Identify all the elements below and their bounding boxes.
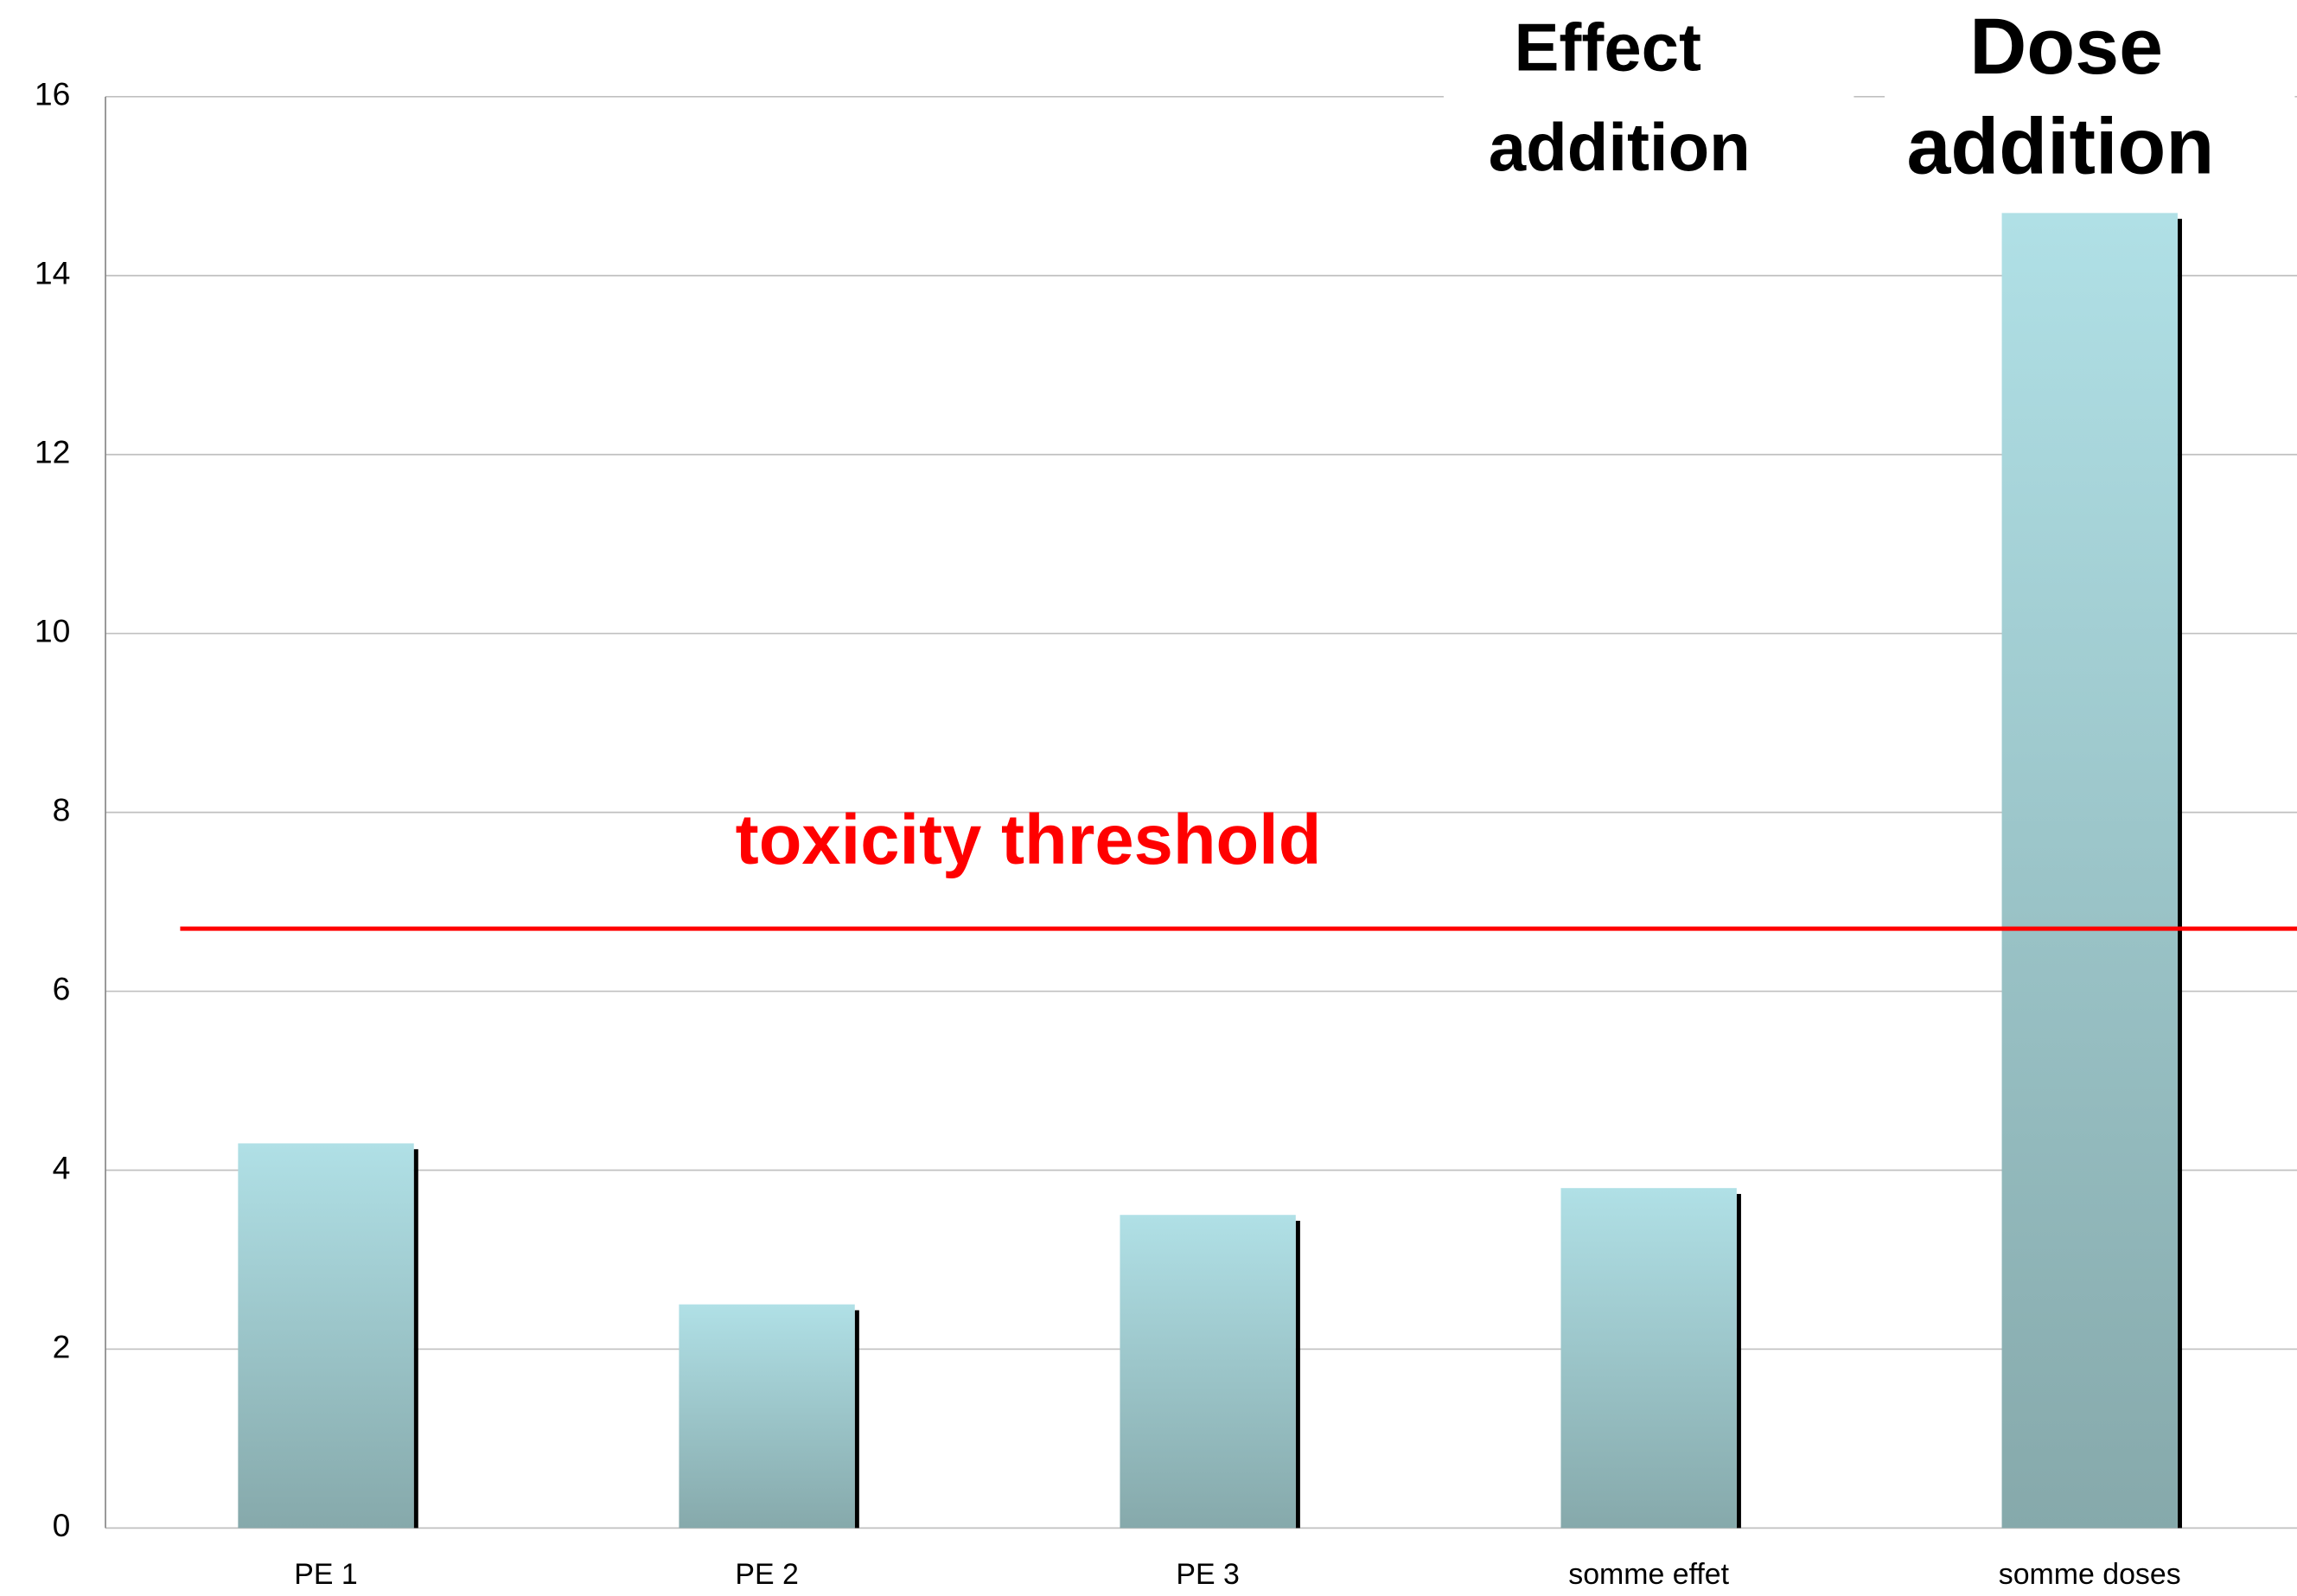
y-tick-label: 16 [35, 76, 70, 112]
annotation-text: Effect [1514, 10, 1701, 86]
annotation-text: addition [1906, 102, 2214, 190]
bar [238, 1143, 414, 1529]
y-tick-label: 14 [35, 255, 70, 291]
bar [679, 1304, 855, 1529]
annotation-text: Dose [1969, 3, 2163, 91]
bar [1120, 1215, 1296, 1529]
bar [1560, 1188, 1737, 1529]
bar-shadow [1295, 1221, 1300, 1529]
annotation-text: addition [1489, 109, 1751, 185]
x-tick-label: somme effet [1568, 1558, 1729, 1591]
y-tick-label: 2 [53, 1328, 71, 1364]
bar-shadow [413, 1149, 418, 1529]
y-tick-label: 6 [53, 970, 71, 1006]
annotation-background [1884, 0, 2295, 206]
bar [2001, 213, 2178, 1529]
x-tick-label: PE 1 [294, 1558, 357, 1591]
y-tick-label: 12 [35, 434, 70, 470]
x-tick-label: somme doses [1999, 1558, 2181, 1591]
bar-shadow [854, 1310, 859, 1529]
annotation-background [1443, 0, 1854, 206]
y-tick-label: 10 [35, 613, 70, 649]
threshold-label: toxicity threshold [736, 801, 1322, 879]
bar-shadow [2177, 219, 2182, 1529]
x-tick-label: PE 2 [735, 1558, 798, 1591]
x-tick-label: PE 3 [1176, 1558, 1239, 1591]
bar-shadow [1736, 1193, 1741, 1529]
y-tick-label: 0 [53, 1507, 71, 1543]
plot-area: 0 2 4 6 8 10 12 14 16 PE 1 PE 2 PE 3 somme effet somm… [35, 0, 2297, 1591]
y-tick-label: 4 [53, 1149, 71, 1185]
y-tick-label: 8 [53, 791, 71, 827]
